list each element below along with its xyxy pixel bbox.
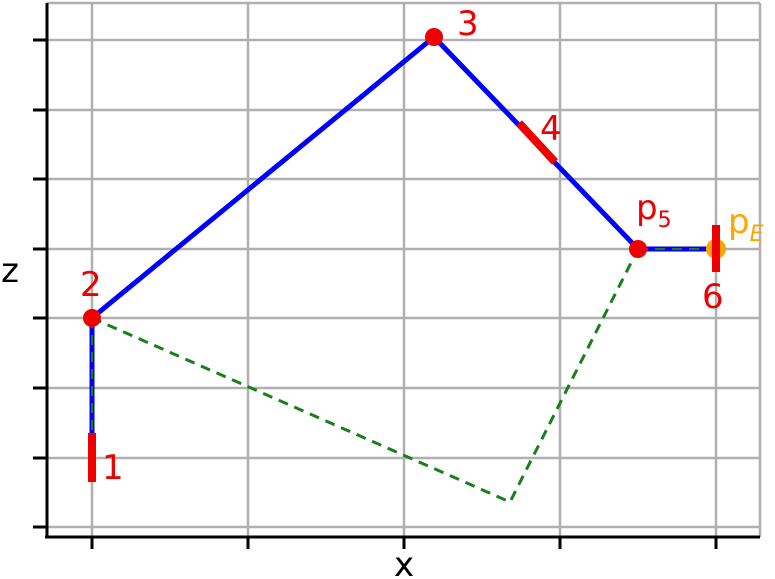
p5-subscript: 5 <box>658 208 672 233</box>
pE-subscript: E <box>750 222 764 247</box>
z-axis-label: z <box>1 251 19 291</box>
axes <box>33 3 760 549</box>
x-axis-label: x <box>394 545 414 579</box>
joint-2-marker <box>83 309 101 327</box>
joint-4-label: 4 <box>540 109 562 149</box>
dashed-path <box>91 247 716 504</box>
point-p5-label: p5 <box>636 188 672 233</box>
joint-3-marker <box>425 28 443 46</box>
joint-6-label: 6 <box>702 277 724 317</box>
point-p5-marker <box>629 240 647 258</box>
end-effector-label: pE <box>728 202 764 247</box>
joint-2-label: 2 <box>80 265 102 305</box>
joint-4-marker <box>516 120 558 165</box>
pE-base: p <box>728 202 750 242</box>
p5-base: p <box>636 188 658 228</box>
joint-1-label: 1 <box>102 448 124 488</box>
joint-3-label: 3 <box>457 4 479 44</box>
